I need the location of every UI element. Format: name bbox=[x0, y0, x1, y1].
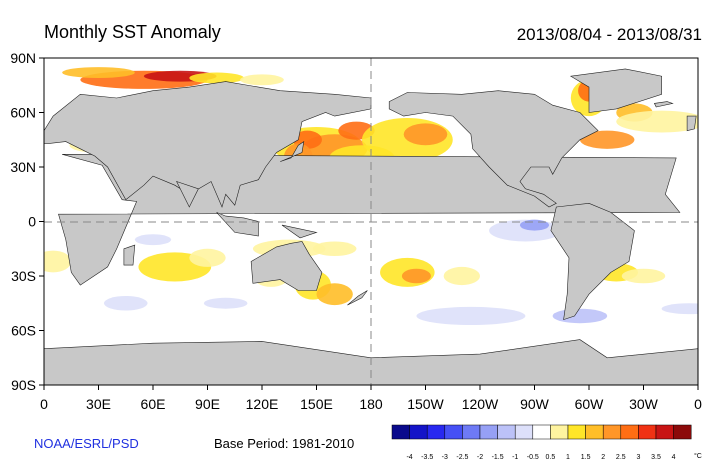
anomaly-patch bbox=[519, 219, 550, 231]
land-mass bbox=[686, 115, 697, 132]
colorbar-label: -2.5 bbox=[456, 454, 469, 461]
colorbar-label: -0.5 bbox=[526, 454, 539, 461]
lon-tick-label: 30E bbox=[86, 396, 111, 412]
lon-tick-label: 90W bbox=[520, 396, 550, 412]
colorbar-label: 3.5 bbox=[651, 454, 661, 461]
colorbar-swatch bbox=[550, 424, 569, 440]
land-masses bbox=[44, 68, 698, 385]
colorbar-swatch bbox=[497, 424, 516, 440]
colorbar-label: 1 bbox=[566, 454, 570, 461]
lat-tick-label: 60S bbox=[11, 323, 36, 339]
lon-tick-label: 90E bbox=[195, 396, 220, 412]
colorbar-swatch bbox=[567, 424, 586, 440]
lon-tick-label: 0 bbox=[40, 396, 48, 412]
colorbar-label: 4 bbox=[671, 454, 676, 461]
colorbar-label: -1 bbox=[512, 454, 519, 461]
land-mass bbox=[550, 202, 635, 321]
lat-tick-label: 30N bbox=[10, 159, 36, 175]
anomaly-patch bbox=[403, 123, 448, 146]
lon-tick-label: 60W bbox=[575, 396, 605, 412]
land-mass bbox=[250, 241, 323, 291]
anomaly-patch bbox=[616, 110, 698, 133]
colorbar-swatch bbox=[391, 424, 410, 440]
land-mass bbox=[388, 90, 599, 208]
anomaly-patch bbox=[312, 241, 357, 257]
anomaly-patch bbox=[579, 130, 635, 149]
latitude-axis: 90N 60N 30N 0 30S 60S 90S bbox=[10, 50, 44, 393]
lon-tick-label: 180 bbox=[359, 396, 383, 412]
anomaly-patch bbox=[316, 283, 353, 306]
colorbar-swatch bbox=[638, 424, 657, 440]
anomaly-patch bbox=[240, 74, 284, 86]
land-mass bbox=[280, 140, 305, 162]
anomaly-patch bbox=[134, 234, 172, 246]
colorbar-swatch bbox=[673, 424, 692, 440]
lon-tick-label: 0 bbox=[694, 396, 702, 412]
anomaly-patch bbox=[661, 303, 698, 315]
lat-tick-label: 90S bbox=[11, 377, 36, 393]
lat-tick-label: 60N bbox=[10, 105, 36, 121]
land-mass bbox=[347, 290, 368, 306]
anomaly-patch bbox=[203, 297, 248, 309]
anomaly-patch bbox=[401, 268, 431, 284]
anomaly-patch bbox=[44, 250, 72, 273]
colorbar-label: -1.5 bbox=[491, 454, 504, 461]
anomaly-patch bbox=[189, 248, 226, 267]
colorbar-label: -2 bbox=[476, 454, 484, 461]
lon-tick-label: 60E bbox=[141, 396, 166, 412]
anomaly-patch bbox=[189, 72, 244, 84]
colorbar-label: -3 bbox=[441, 454, 448, 461]
lat-tick-label: 0 bbox=[28, 214, 36, 230]
colorbar-swatch bbox=[620, 424, 639, 440]
colorbar-swatch bbox=[479, 424, 498, 440]
longitude-axis: 0 30E 60E 90E 120E 150E 180 150W 120W 90W 60W 30W 0 bbox=[40, 385, 702, 412]
credit-link[interactable]: NOAA/ESRL/PSD bbox=[34, 436, 139, 451]
colorbar-swatch bbox=[602, 424, 622, 440]
anomaly-patch bbox=[416, 306, 526, 326]
colorbar-unit: °C bbox=[694, 453, 702, 460]
colorbar-swatch bbox=[514, 424, 534, 440]
lon-tick-label: 150E bbox=[300, 396, 333, 412]
lon-tick-label: 120E bbox=[246, 396, 279, 412]
anomaly-patch bbox=[62, 67, 135, 78]
land-mass bbox=[44, 81, 372, 208]
colorbar-swatch bbox=[532, 424, 551, 440]
colorbar-swatch bbox=[444, 424, 463, 440]
anomaly-patch bbox=[552, 308, 608, 324]
colorbar-label: 2.5 bbox=[615, 454, 626, 461]
colorbar-label: 3 bbox=[636, 454, 641, 461]
colorbar-label: -4 bbox=[406, 454, 413, 461]
lon-tick-label: 150W bbox=[407, 396, 444, 412]
map-title: Monthly SST Anomaly bbox=[44, 22, 221, 42]
colorbar-swatch bbox=[426, 424, 446, 440]
land-mass bbox=[123, 244, 136, 266]
date-range: 2013/08/04 - 2013/08/31 bbox=[516, 25, 702, 44]
colorbar-swatch bbox=[462, 424, 481, 440]
colorbar-swatch bbox=[409, 424, 428, 440]
land-mass bbox=[281, 224, 318, 239]
colorbar-swatch bbox=[655, 424, 674, 440]
land-mass bbox=[653, 101, 674, 108]
colorbar-label: 2 bbox=[601, 454, 606, 461]
lon-tick-label: 30W bbox=[629, 396, 659, 412]
base-period: Base Period: 1981-2010 bbox=[214, 436, 355, 451]
lat-tick-label: 30S bbox=[11, 268, 36, 284]
land-mass bbox=[569, 68, 662, 113]
lon-tick-label: 120W bbox=[462, 396, 499, 412]
colorbar-label: -3.5 bbox=[421, 454, 434, 461]
colorbar-label: 1.5 bbox=[580, 454, 591, 461]
land-mass bbox=[176, 180, 199, 208]
colorbar bbox=[391, 424, 692, 440]
lat-tick-label: 90N bbox=[10, 50, 36, 66]
anomaly-patch bbox=[103, 295, 148, 311]
colorbar-swatch bbox=[585, 424, 604, 440]
anomaly-patch bbox=[621, 268, 666, 284]
anomaly-patch bbox=[443, 266, 481, 286]
colorbar-label: 0.5 bbox=[545, 454, 556, 461]
